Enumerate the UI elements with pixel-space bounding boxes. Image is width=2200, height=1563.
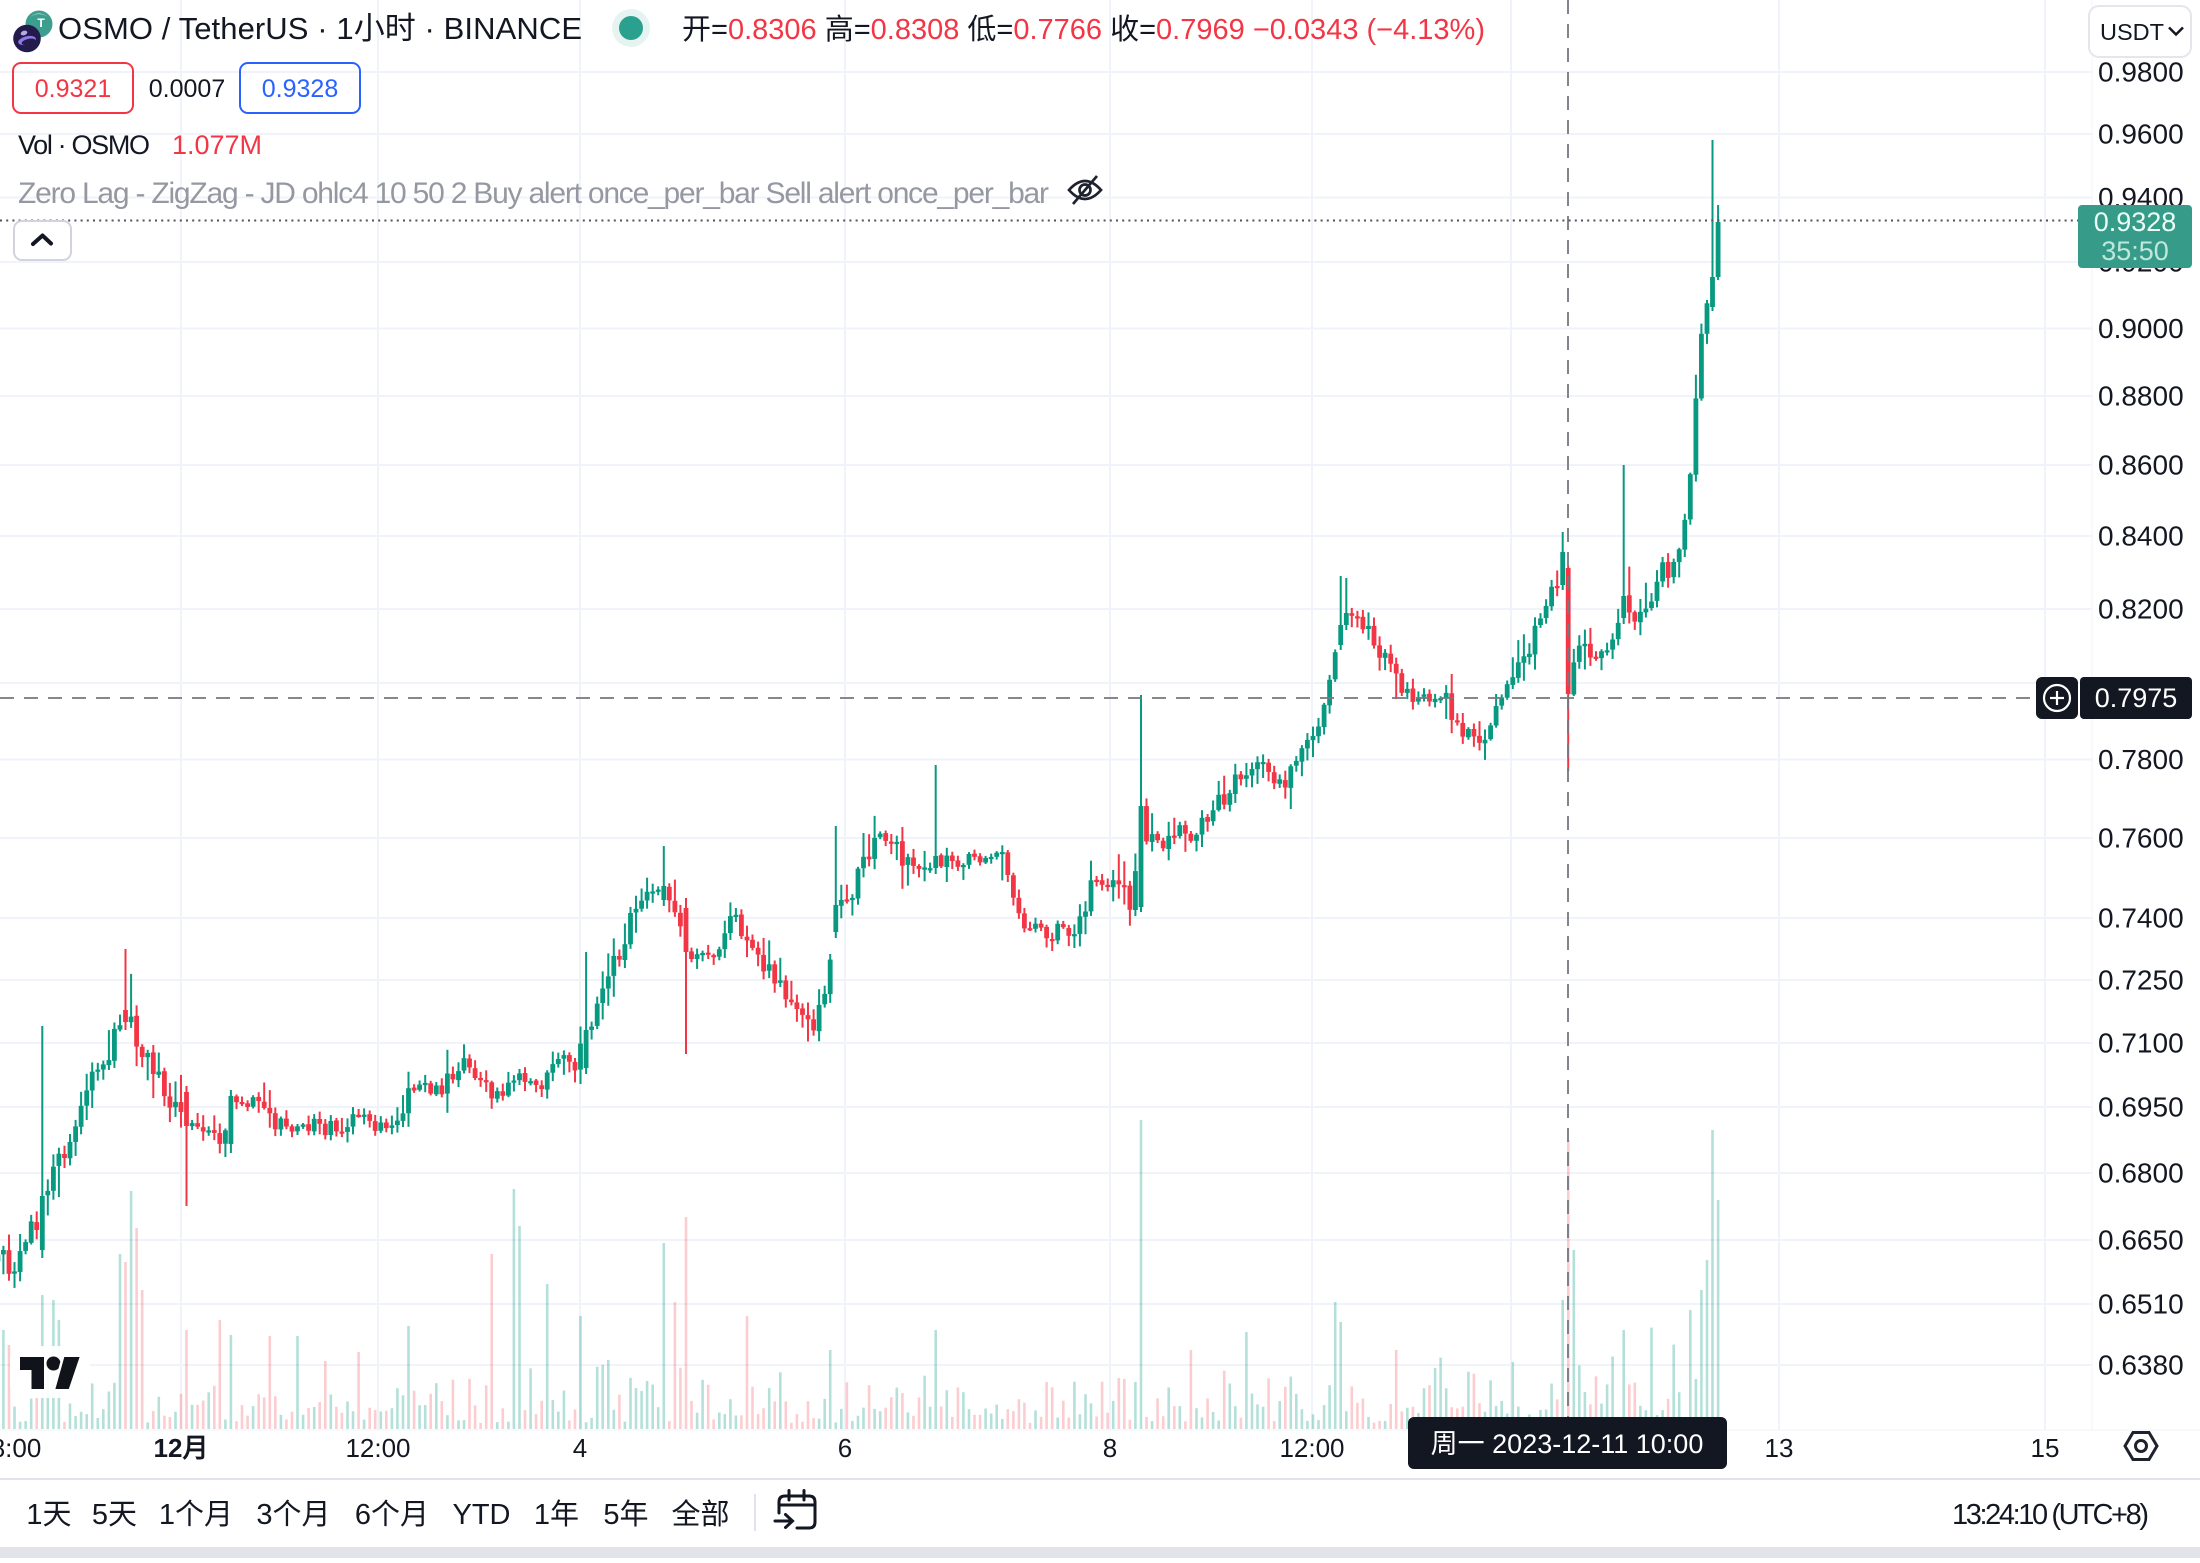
svg-text:0.8200: 0.8200 [2098, 594, 2184, 625]
svg-text:0.7400: 0.7400 [2098, 903, 2184, 934]
svg-text:0.7600: 0.7600 [2098, 823, 2184, 854]
svg-text:0.7975: 0.7975 [2095, 683, 2178, 713]
svg-text:0.7800: 0.7800 [2098, 744, 2184, 775]
svg-text:0.9600: 0.9600 [2098, 119, 2184, 150]
svg-text:1天: 1天 [26, 1499, 71, 1531]
svg-text:OSMO / TetherUS · 1小时 · BINANC: OSMO / TetherUS · 1小时 · BINANCE [58, 11, 582, 46]
svg-text:0.0007: 0.0007 [149, 75, 225, 103]
svg-text:0.8800: 0.8800 [2098, 381, 2184, 412]
svg-text:0.8400: 0.8400 [2098, 521, 2184, 552]
svg-text:0.9328: 0.9328 [2094, 207, 2177, 237]
svg-text:Vol · OSMO: Vol · OSMO [18, 130, 150, 160]
svg-text:0.6380: 0.6380 [2098, 1350, 2184, 1381]
svg-text:USDT: USDT [2100, 19, 2164, 45]
svg-text:4: 4 [573, 1433, 587, 1463]
svg-text:Zero Lag - ZigZag - JD ohlc4 1: Zero Lag - ZigZag - JD ohlc4 10 50 2 Buy… [18, 177, 1049, 210]
svg-text:0.8600: 0.8600 [2098, 450, 2184, 481]
svg-text:15: 15 [2031, 1433, 2060, 1463]
svg-text:1年: 1年 [534, 1498, 579, 1531]
svg-text:12:00: 12:00 [345, 1433, 410, 1463]
svg-text:开=0.8306 高=0.8308 低=0.7766 收=0: 开=0.8306 高=0.8308 低=0.7766 收=0.7969 −0.0… [682, 13, 1485, 46]
svg-text:0.9800: 0.9800 [2098, 57, 2184, 88]
svg-text:周一 2023-12-11 10:00: 周一 2023-12-11 10:00 [1431, 1429, 1704, 1459]
svg-text:6: 6 [838, 1433, 852, 1463]
svg-text:0.6650: 0.6650 [2098, 1225, 2184, 1256]
svg-text:12月: 12月 [154, 1433, 209, 1463]
svg-text:0.6800: 0.6800 [2098, 1158, 2184, 1189]
svg-text:13:24:10 (UTC+8): 13:24:10 (UTC+8) [1952, 1499, 2149, 1531]
svg-text:YTD: YTD [453, 1499, 511, 1531]
svg-text:T: T [37, 16, 45, 30]
svg-text:13: 13 [1765, 1433, 1794, 1463]
svg-text:3个月: 3个月 [256, 1499, 330, 1531]
svg-text:0.6510: 0.6510 [2098, 1289, 2184, 1320]
svg-text:35:50: 35:50 [2101, 236, 2169, 266]
svg-text:全部: 全部 [671, 1498, 729, 1531]
svg-text:0.7250: 0.7250 [2098, 965, 2184, 996]
svg-text:12:00: 12:00 [1279, 1433, 1344, 1463]
svg-text:1个月: 1个月 [159, 1499, 233, 1531]
svg-text:0.9321: 0.9321 [35, 75, 111, 103]
svg-text:5天: 5天 [92, 1499, 137, 1531]
svg-text:5年: 5年 [603, 1498, 648, 1531]
svg-text:8: 8 [1103, 1433, 1117, 1463]
svg-text:8:00: 8:00 [0, 1433, 41, 1463]
svg-text:0.6950: 0.6950 [2098, 1092, 2184, 1123]
svg-text:1.077M: 1.077M [172, 130, 262, 160]
svg-text:6个月: 6个月 [355, 1499, 429, 1531]
svg-text:0.7100: 0.7100 [2098, 1028, 2184, 1059]
svg-text:0.9000: 0.9000 [2098, 313, 2184, 344]
svg-text:0.9328: 0.9328 [262, 75, 338, 103]
